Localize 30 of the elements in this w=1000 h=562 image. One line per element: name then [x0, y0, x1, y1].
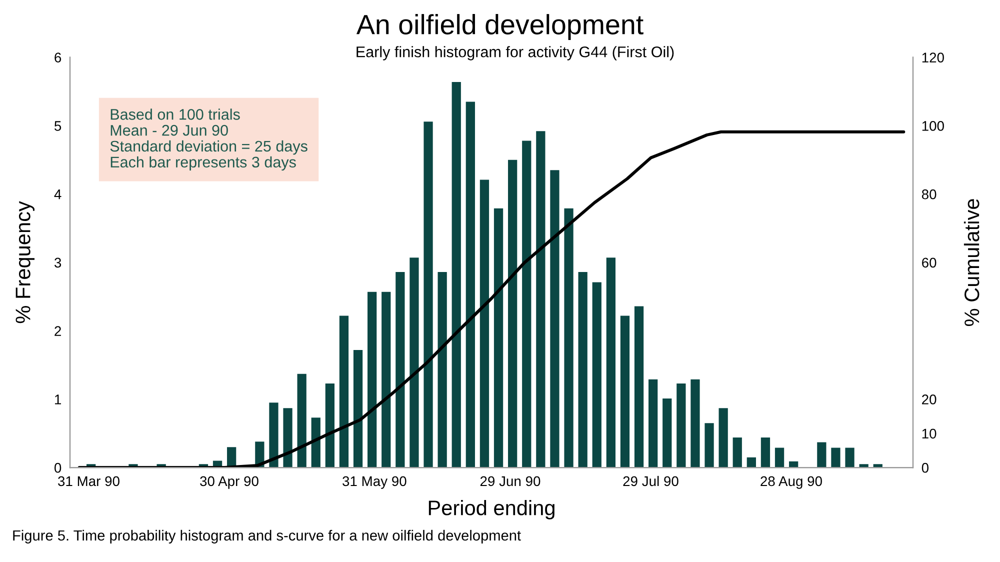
x-tick-label: 28 Aug 90	[760, 476, 822, 489]
x-tick-label: 30 Apr 90	[200, 476, 258, 489]
x-tick-label: 29 Jun 90	[480, 476, 540, 486]
chart-subtitle: Early finish histogram for activity G44 (First Oil)	[356, 46, 674, 60]
x-axis-title: Period ending	[428, 500, 554, 520]
y-tick-label: 0	[54, 462, 62, 473]
y2-tick-label: 10	[922, 428, 936, 439]
y2-tick-label: 80	[922, 189, 936, 200]
y-tick-label: 4	[54, 190, 62, 200]
x-tick-label: 31 Mar 90	[58, 476, 120, 486]
x-tick-label: 31 May 90	[342, 476, 406, 489]
annotation: Based on 100 trials	[110, 108, 240, 120]
y2-tick-label: 60	[922, 258, 936, 268]
y-tick-label: 1	[55, 394, 61, 404]
x-tick-label: 29 Jul 90	[623, 476, 678, 486]
y2-tick-label: 100	[922, 121, 944, 131]
y2-axis-title: % Cumulative	[964, 199, 980, 326]
y2-tick-label: 120	[922, 52, 944, 62]
y-axis-title: % Frequency	[16, 201, 34, 324]
annotation: Standard deviation = 25 days	[110, 140, 308, 155]
y-tick-label: 5	[54, 121, 62, 131]
y-tick-label: 3	[54, 258, 62, 268]
chart-title: An oilfield development	[356, 14, 644, 40]
y-tick-label: 2	[54, 326, 61, 336]
annotation: Each bar represents 3 days	[110, 156, 296, 171]
y-tick-label: 6	[54, 52, 62, 62]
y2-tick-label: 20	[922, 394, 936, 404]
annotation: Mean - 29 Jun 90	[110, 124, 228, 136]
caption: Figure 5. Time probability histogram and s-curve for a new oilfield development	[13, 530, 521, 544]
y2-tick-label: 0	[922, 462, 929, 473]
